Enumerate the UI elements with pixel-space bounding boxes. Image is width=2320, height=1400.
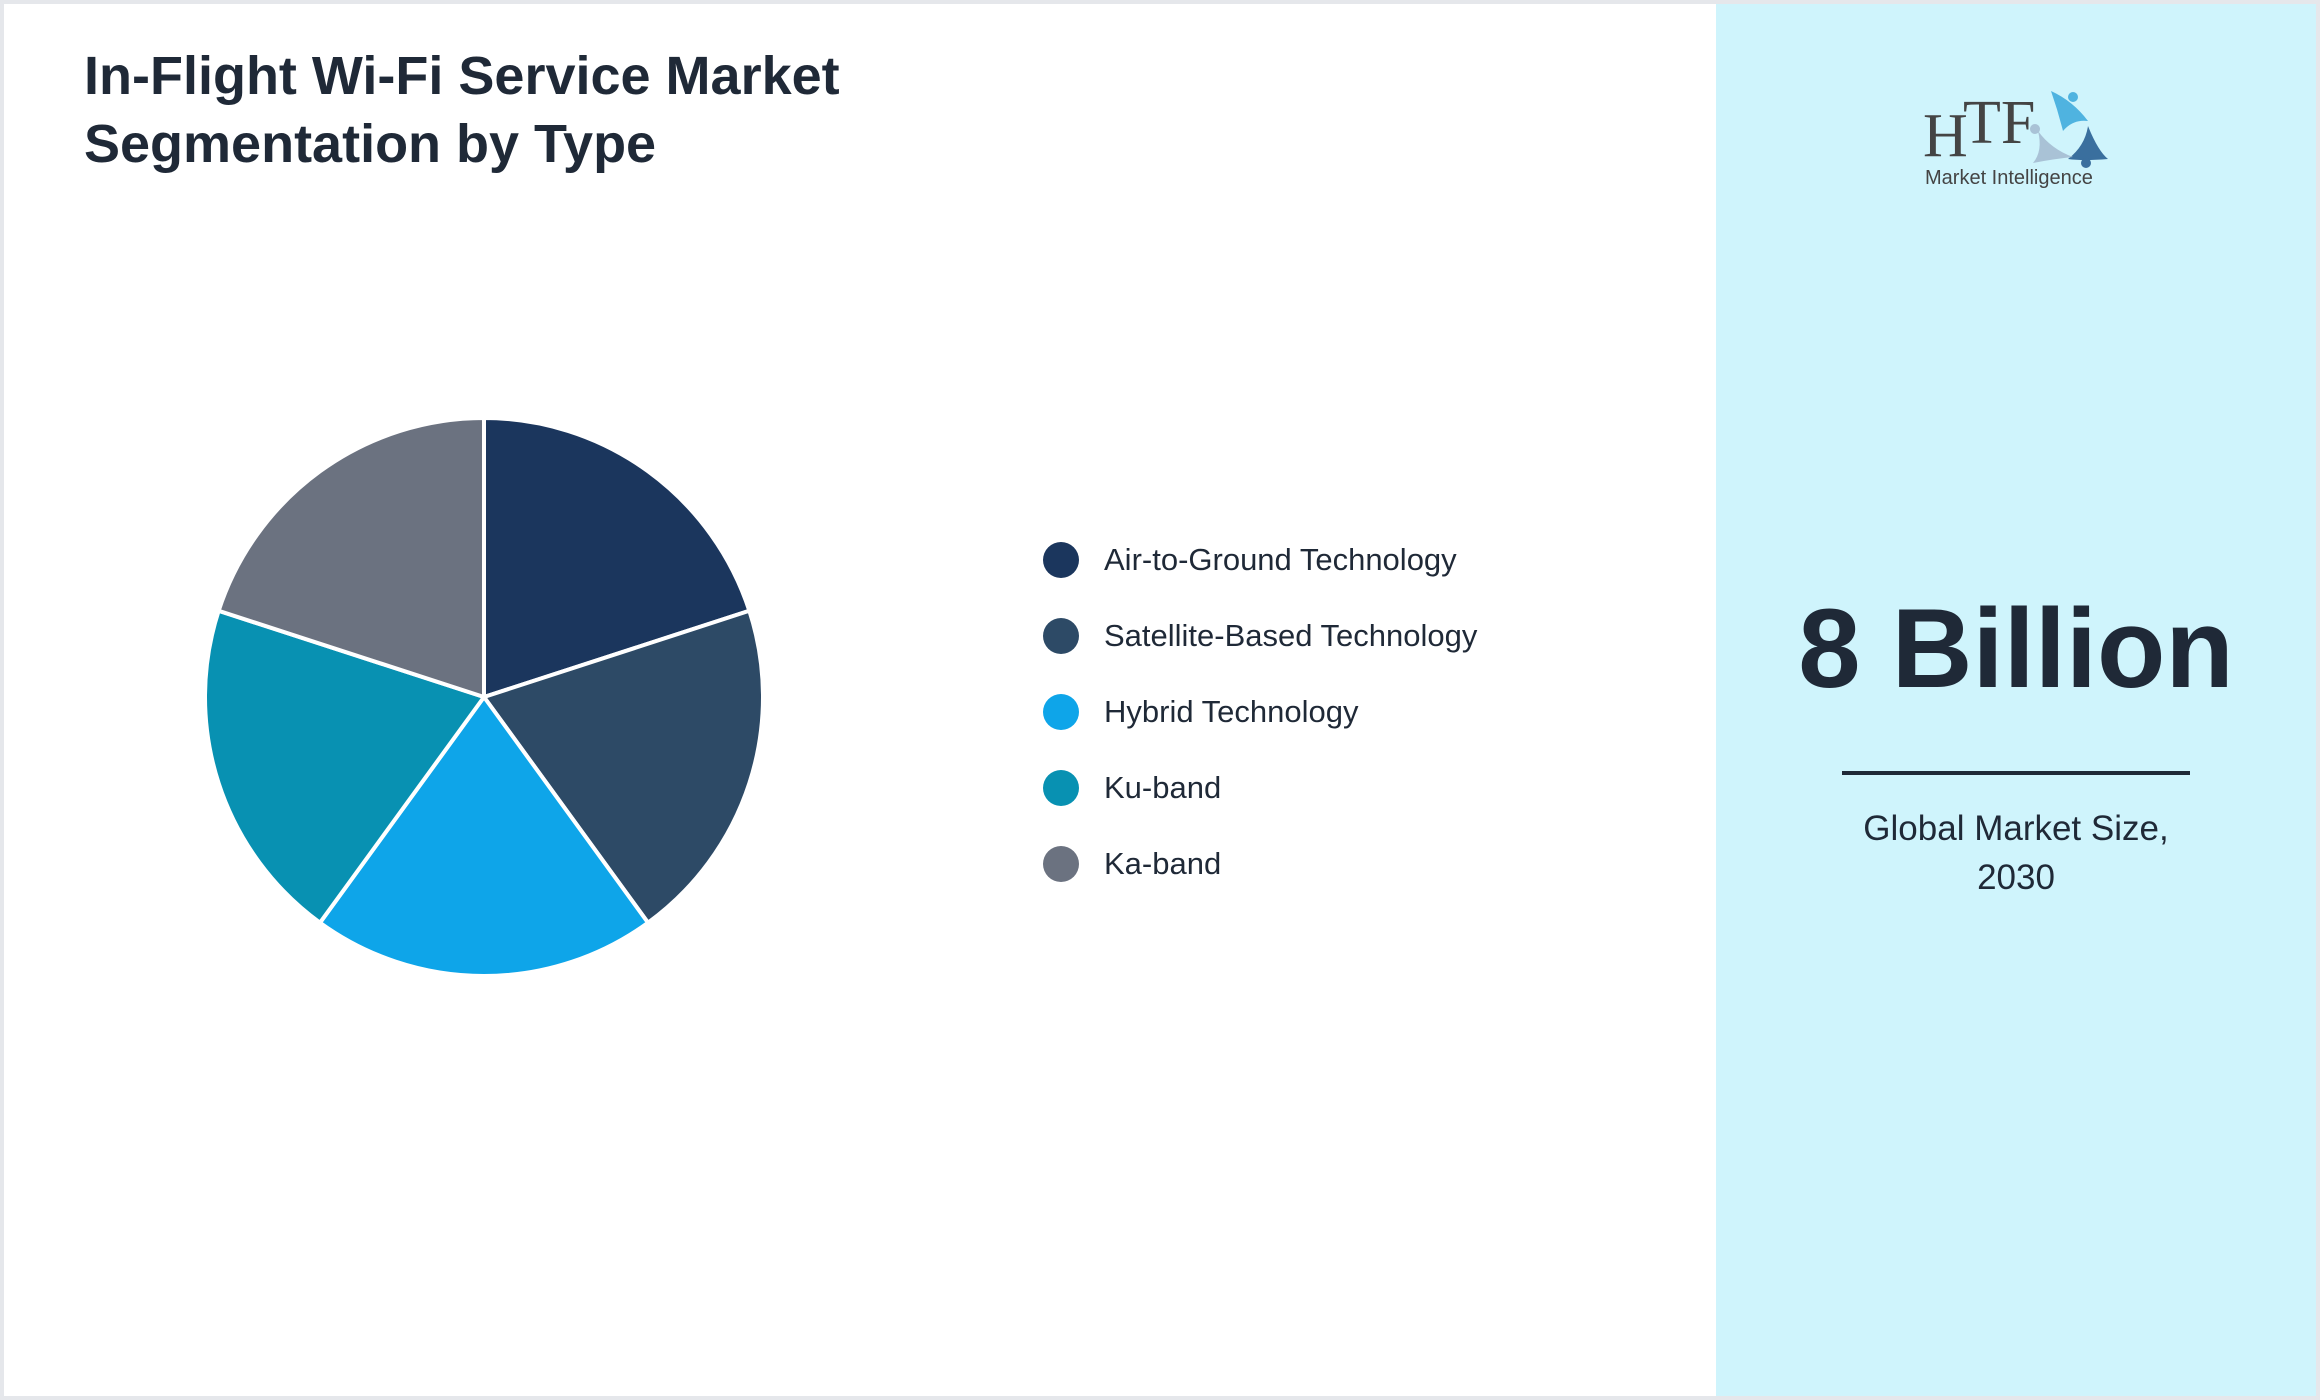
svg-text:Market Intelligence: Market Intelligence <box>1925 167 2093 189</box>
market-size-label-year: 2030 <box>1977 858 2055 897</box>
pie-slice-satellite-based-technology <box>480 608 765 926</box>
pie-slice-hybrid-technology <box>317 693 651 978</box>
legend-swatch <box>1043 770 1079 806</box>
legend-item: Hybrid Technology <box>1043 674 1477 750</box>
market-size-label: Global Market Size, 2030 <box>1716 804 2316 902</box>
svg-text:TF: TF <box>1963 89 2035 157</box>
legend-label: Hybrid Technology <box>1104 694 1359 729</box>
chart-title: In-Flight Wi-Fi Service Market Segmentat… <box>84 46 840 174</box>
pie-slice-air-to-ground-technology <box>482 415 752 700</box>
legend-item: Air-to-Ground Technology <box>1043 522 1477 598</box>
pie-chart <box>203 415 765 978</box>
pie-slice-ka-band <box>216 415 486 700</box>
legend-swatch <box>1043 846 1079 882</box>
market-size-value: 8 Billion <box>1798 586 2234 711</box>
summary-panel: H TF Market Intelligence 8 Billion Globa… <box>1716 4 2316 1396</box>
legend-item: Ka-band <box>1043 826 1477 902</box>
legend-swatch <box>1043 618 1079 654</box>
legend-label: Ku-band <box>1104 770 1222 805</box>
legend-swatch <box>1043 694 1079 730</box>
legend-item: Ku-band <box>1043 750 1477 826</box>
market-size-label-line1: Global Market Size, <box>1863 809 2169 848</box>
divider <box>1842 771 2190 775</box>
legend-swatch <box>1043 542 1079 578</box>
legend-label: Air-to-Ground Technology <box>1104 542 1457 577</box>
svg-text:H: H <box>1923 102 1968 170</box>
legend-item: Satellite-Based Technology <box>1043 598 1477 674</box>
legend-label: Satellite-Based Technology <box>1104 618 1478 653</box>
legend-label: Ka-band <box>1104 846 1222 881</box>
legend: Air-to-Ground Technology Satellite-Based … <box>1043 522 1477 902</box>
pie-slice-ku-band <box>203 608 488 926</box>
htf-logo: H TF Market Intelligence <box>1923 89 2108 189</box>
